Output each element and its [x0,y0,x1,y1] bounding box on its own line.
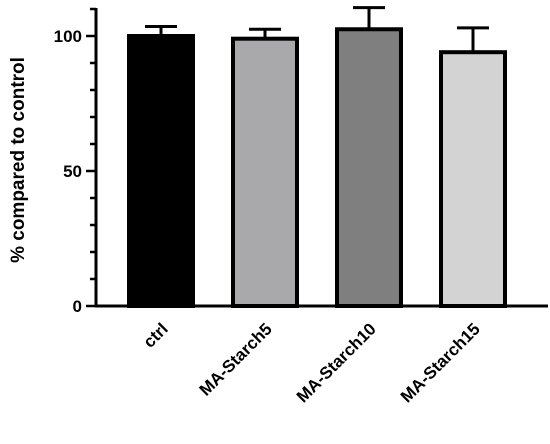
x-tick-label-ctrl: ctrl [140,319,172,351]
x-tick-label-MA-Starch5: MA-Starch5 [196,319,276,399]
bars [127,6,507,309]
y-axis-label: % compared to control [8,57,29,263]
bar-MA-Starch10 [335,27,403,308]
bar-MA-Starch5 [231,36,299,308]
y-tick-label: 100 [54,27,82,46]
x-tick-label-MA-Starch15: MA-Starch15 [397,319,484,406]
x-tick-label-MA-Starch10: MA-Starch10 [293,319,380,406]
bar-MA-Starch15 [439,50,507,309]
y-tick-label: 0 [73,297,82,316]
x-axis: ctrl MA-Starch5 MA-Starch10 MA-Starch15 [94,304,548,406]
bar-ctrl [127,34,195,308]
y-tick-label: 50 [63,162,82,181]
y-axis: 0 50 100 [54,7,98,316]
